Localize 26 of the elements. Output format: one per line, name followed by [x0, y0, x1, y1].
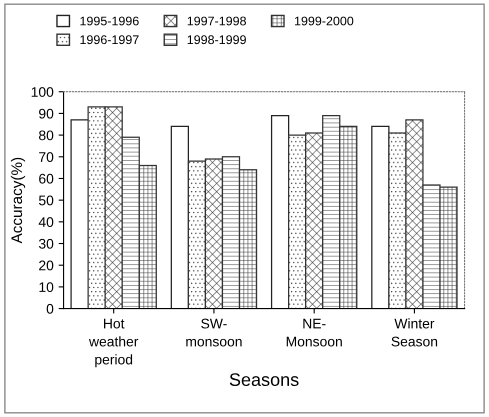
- y-tick-label: 20: [39, 260, 54, 270]
- y-tick-label: 0: [46, 304, 54, 314]
- y-tick-label: 40: [38, 217, 54, 228]
- y-tick-label: 100: [32, 87, 54, 97]
- bar: [371, 126, 390, 309]
- y-tick-label: 90: [39, 108, 54, 119]
- x-tick-label: Hot weather period: [88, 318, 138, 368]
- y-tick-label: 50: [38, 195, 54, 206]
- legend-label: 1999-2000: [294, 16, 354, 26]
- legend-label: 1996-1997: [80, 35, 139, 44]
- bar: [70, 119, 89, 309]
- y-tick-label: 80: [39, 130, 54, 140]
- y-axis-title: Accuracy(%): [10, 158, 26, 244]
- y-tick-label: 10: [39, 282, 54, 292]
- x-tick-label: NE- Monsoon: [286, 318, 342, 346]
- y-tick-label: 70: [39, 152, 54, 162]
- legend-label: 1995-1996: [80, 16, 139, 26]
- x-tick-label: SW- monsoon: [186, 318, 242, 346]
- bar: [270, 114, 290, 309]
- y-tick-label: 30: [38, 238, 54, 249]
- y-tick-label: 60: [39, 174, 54, 184]
- legend-label: 1998-1999: [188, 35, 246, 44]
- x-axis-title: Seasons: [230, 373, 299, 386]
- bar: [170, 126, 189, 309]
- legend-label: 1997-1998: [188, 16, 246, 26]
- x-tick-label: Winter Season: [392, 318, 438, 346]
